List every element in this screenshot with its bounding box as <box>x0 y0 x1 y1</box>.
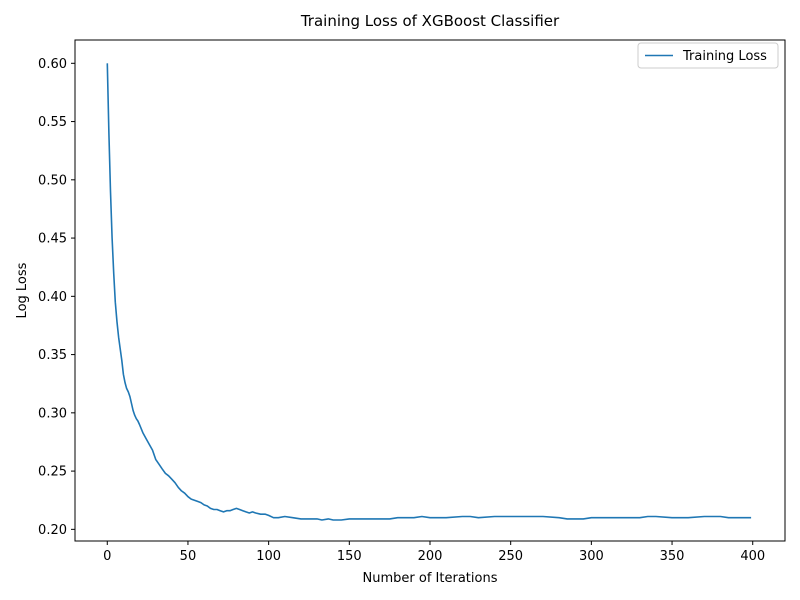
y-tick-label: 0.20 <box>38 523 67 538</box>
chart-title: Training Loss of XGBoost Classifier <box>300 12 560 30</box>
y-tick-label: 0.25 <box>38 465 67 480</box>
y-tick-label: 0.45 <box>38 232 67 247</box>
x-axis-label: Number of Iterations <box>363 571 498 586</box>
legend-box <box>637 42 779 69</box>
series-layer <box>106 63 752 521</box>
y-tick-label: 0.60 <box>38 57 67 72</box>
y-axis-label: Log Loss <box>15 262 30 318</box>
y-tick-label: 0.50 <box>38 173 67 188</box>
x-tick-label: 100 <box>256 549 281 564</box>
x-tick-label: 0 <box>103 549 111 564</box>
y-tick-label: 0.35 <box>38 348 67 363</box>
x-axis-ticks: 0 50 100 150 200 250 300 350 400 <box>103 541 765 564</box>
x-tick-label: 400 <box>740 549 765 564</box>
x-tick-label: 300 <box>579 549 604 564</box>
x-tick-label: 50 <box>180 549 197 564</box>
x-tick-label: 150 <box>337 549 362 564</box>
y-tick-label: 0.30 <box>38 406 67 421</box>
legend-label-training-loss: Training Loss <box>682 49 767 64</box>
x-tick-label: 200 <box>418 549 443 564</box>
plot-frame <box>74 39 786 542</box>
y-tick-label: 0.55 <box>38 115 67 130</box>
y-tick-label: 0.40 <box>38 290 67 305</box>
legend: Training Loss <box>637 42 779 69</box>
x-tick-label: 250 <box>498 549 523 564</box>
x-tick-label: 350 <box>660 549 685 564</box>
y-axis-ticks: 0.20 0.25 0.30 0.35 0.40 0.45 0.50 0.55 0.60 <box>38 57 75 538</box>
series-line-training-loss <box>106 63 752 521</box>
